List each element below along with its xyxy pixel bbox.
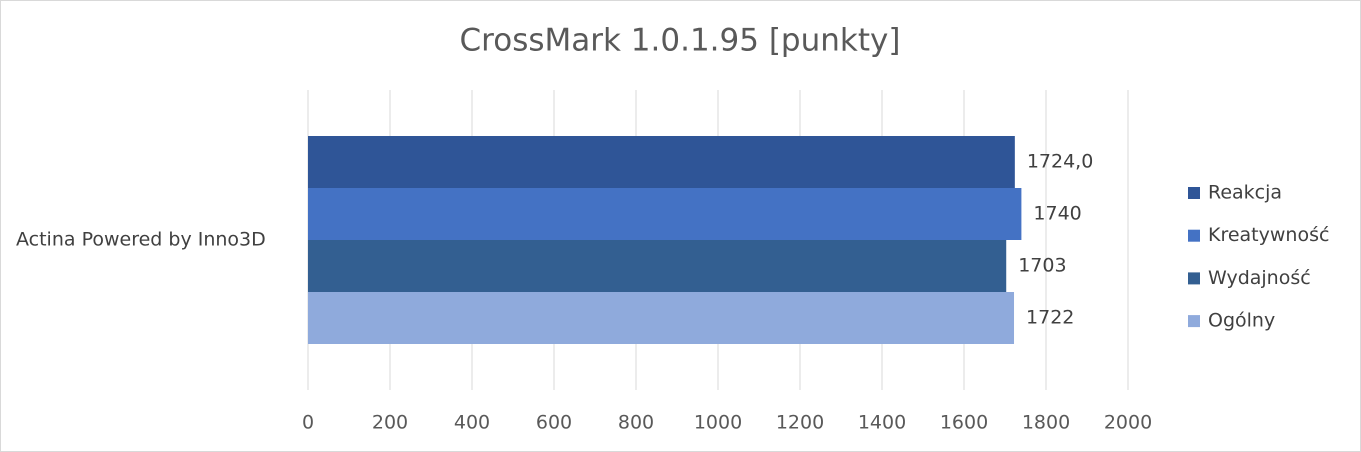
legend-swatch bbox=[1188, 315, 1200, 328]
x-tick-label: 1000 bbox=[694, 412, 742, 434]
x-tick-label: 2000 bbox=[1104, 412, 1152, 434]
x-tick-label: 800 bbox=[618, 412, 654, 434]
x-tick-label: 200 bbox=[372, 412, 408, 434]
bar bbox=[308, 240, 1007, 292]
bar bbox=[308, 188, 1022, 240]
data-label: 1722 bbox=[1026, 307, 1074, 329]
y-tick-label: Actina Powered by Inno3D bbox=[16, 229, 266, 251]
legend-label: Reakcja bbox=[1208, 182, 1282, 204]
x-tick-label: 1400 bbox=[858, 412, 906, 434]
x-tick-label: 0 bbox=[302, 412, 314, 434]
bar bbox=[308, 136, 1015, 188]
data-label: 1703 bbox=[1018, 255, 1066, 277]
legend-label: Kreatywność bbox=[1208, 224, 1329, 246]
legend-swatch bbox=[1188, 272, 1200, 285]
bar bbox=[308, 292, 1015, 344]
x-tick-label: 1200 bbox=[776, 412, 824, 434]
x-tick-label: 1800 bbox=[1022, 412, 1070, 434]
data-label: 1724,0 bbox=[1027, 151, 1093, 173]
x-tick-label: 600 bbox=[536, 412, 572, 434]
legend-swatch bbox=[1188, 229, 1200, 242]
data-label: 1740 bbox=[1033, 203, 1081, 225]
x-tick-label: 400 bbox=[454, 412, 490, 434]
chart-title: CrossMark 1.0.1.95 [punkty] bbox=[460, 23, 901, 59]
x-tick-label: 1600 bbox=[940, 412, 988, 434]
legend-swatch bbox=[1188, 187, 1200, 199]
legend-label: Ogólny bbox=[1208, 310, 1275, 332]
legend-label: Wydajność bbox=[1208, 267, 1311, 289]
